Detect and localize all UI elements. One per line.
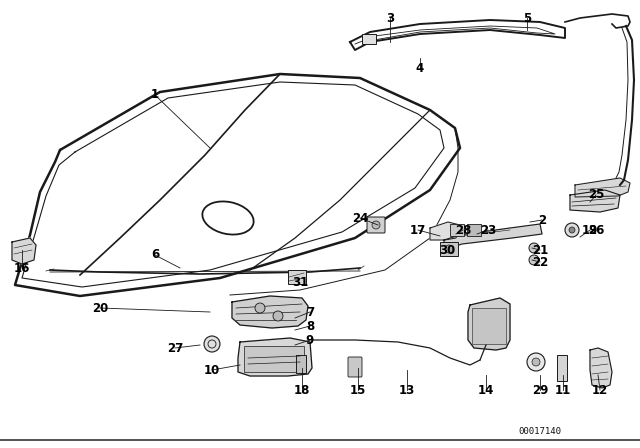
Circle shape	[527, 353, 545, 371]
Text: 26: 26	[588, 224, 604, 237]
Circle shape	[273, 311, 283, 321]
Circle shape	[565, 223, 579, 237]
Text: 27: 27	[167, 341, 183, 354]
Bar	[440, 242, 458, 256]
Text: 15: 15	[350, 383, 366, 396]
Circle shape	[204, 336, 220, 352]
Bar	[362, 34, 376, 44]
Text: 30: 30	[439, 244, 455, 257]
Bar	[296, 355, 306, 373]
Text: 22: 22	[532, 255, 548, 268]
Text: 11: 11	[555, 383, 571, 396]
Text: 5: 5	[523, 12, 531, 25]
Circle shape	[529, 255, 539, 265]
Text: 16: 16	[14, 262, 30, 275]
Text: 7: 7	[306, 306, 314, 319]
Text: 31: 31	[292, 276, 308, 289]
Circle shape	[255, 303, 265, 313]
Text: 00017140: 00017140	[518, 427, 561, 436]
Text: 6: 6	[151, 249, 159, 262]
Text: 20: 20	[92, 302, 108, 314]
Bar	[288, 270, 306, 284]
Polygon shape	[575, 178, 630, 197]
Circle shape	[532, 358, 540, 366]
Text: 29: 29	[532, 383, 548, 396]
Polygon shape	[590, 348, 612, 388]
Circle shape	[569, 227, 575, 233]
Text: 28: 28	[455, 224, 471, 237]
Text: 24: 24	[352, 211, 368, 224]
Bar	[557, 355, 567, 381]
Text: 9: 9	[306, 333, 314, 346]
Text: 14: 14	[478, 383, 494, 396]
Bar	[244, 346, 304, 372]
Text: 13: 13	[399, 383, 415, 396]
Polygon shape	[12, 238, 36, 264]
Polygon shape	[570, 190, 620, 212]
Text: 18: 18	[294, 383, 310, 396]
Text: 25: 25	[588, 189, 604, 202]
FancyBboxPatch shape	[348, 357, 362, 377]
Bar	[472, 308, 506, 344]
Polygon shape	[468, 298, 510, 350]
Circle shape	[372, 221, 380, 229]
Text: 17: 17	[410, 224, 426, 237]
Text: 23: 23	[480, 224, 496, 237]
FancyBboxPatch shape	[367, 217, 385, 233]
Circle shape	[529, 243, 539, 253]
Text: 10: 10	[204, 363, 220, 376]
Bar	[467, 224, 481, 236]
Text: 3: 3	[386, 12, 394, 25]
Text: 4: 4	[416, 61, 424, 74]
Polygon shape	[232, 296, 308, 328]
Text: 12: 12	[592, 383, 608, 396]
Text: 19: 19	[582, 224, 598, 237]
Circle shape	[445, 245, 453, 253]
Text: 21: 21	[532, 244, 548, 257]
Text: 1: 1	[151, 89, 159, 102]
Polygon shape	[238, 338, 312, 376]
Text: 8: 8	[306, 319, 314, 332]
Polygon shape	[430, 222, 460, 240]
Bar	[450, 224, 464, 236]
Text: 2: 2	[538, 214, 546, 227]
Polygon shape	[444, 224, 542, 250]
